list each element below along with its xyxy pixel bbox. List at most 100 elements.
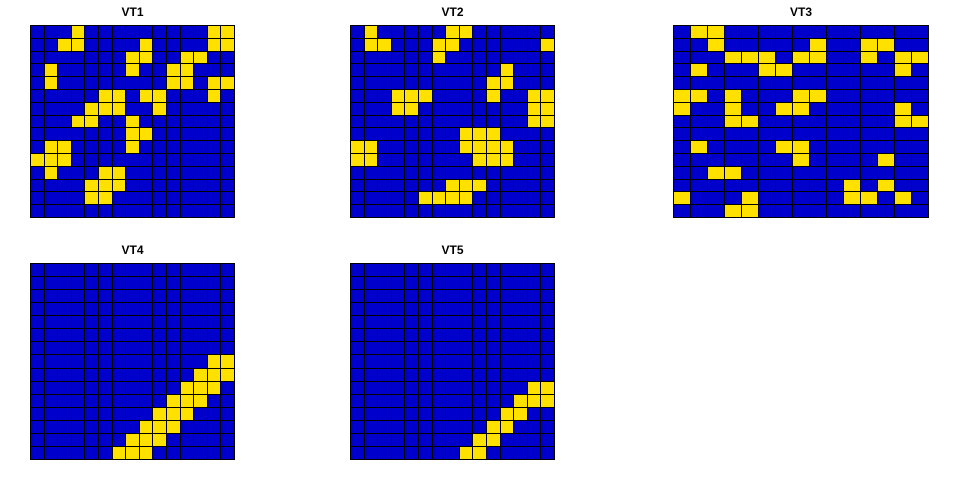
grid-cell [912,26,928,38]
grid-cell [180,26,194,38]
grid-cell [527,77,541,89]
grid-cell [405,179,418,192]
grid-cell [194,154,207,166]
grid-cell [71,407,85,420]
grid-cell [58,115,71,128]
grid-cell [776,26,792,38]
grid-cell [541,368,554,381]
grid-cell [419,166,432,179]
grid-cell [391,329,405,342]
grid-cell [432,64,446,77]
grid-cell [58,38,71,51]
grid-cell [364,316,378,329]
grid-cell [514,368,527,381]
grid-cell [167,166,180,179]
grid-cell [895,128,911,141]
grid-cell [810,192,826,205]
grid-cell [85,90,98,102]
grid-cell [810,90,826,102]
grid-cell [207,394,221,407]
grid-cell [514,166,527,179]
grid-cell [194,128,207,141]
grid-cell [31,446,44,459]
grid-cell [364,154,378,166]
grid-cell [541,51,554,64]
grid-cell [459,128,473,141]
grid-cell [112,205,126,217]
grid-cell [194,381,207,394]
grid-cell [44,407,58,420]
grid-cell [180,192,194,205]
grid-cell [126,51,139,64]
grid-cell [861,166,877,179]
grid-cell [473,264,486,277]
grid-cell [378,316,391,329]
grid-cell [446,368,459,381]
grid-cell [99,407,112,420]
grid-cell [364,446,378,459]
grid-cell [446,316,459,329]
grid-cell [405,141,418,153]
grid-cell [194,166,207,179]
grid-cell [194,277,207,290]
grid-cell [126,115,139,128]
grid-cell [180,115,194,128]
grid-cell [861,115,877,128]
grid-cell [708,192,724,205]
grid-cell [112,407,126,420]
grid-cell [541,77,554,89]
grid-cell [126,205,139,217]
grid-cell [153,355,166,368]
grid-cell [364,166,378,179]
grid-cell [391,316,405,329]
grid-cell [861,51,877,64]
grid-cell [459,102,473,115]
grid-cell [126,64,139,77]
grid-cell [691,166,707,179]
grid-cell [432,179,446,192]
grid-cell [527,381,541,394]
grid-cell [878,141,894,153]
grid-cell [514,446,527,459]
grid-cell [378,141,391,153]
grid-cell [31,64,44,77]
grid-cell [44,192,58,205]
grid-cell [99,77,112,89]
grid-cell [895,166,911,179]
grid-cell [514,102,527,115]
grid-cell [691,115,707,128]
heatmap-vt2 [350,25,555,218]
grid-cell [405,381,418,394]
grid-cell [221,433,234,446]
grid-cell [99,115,112,128]
grid-cell [527,90,541,102]
grid-cell [541,115,554,128]
grid-cell [514,154,527,166]
grid-cell [126,329,139,342]
grid-cell [58,179,71,192]
grid-cell [541,205,554,217]
grid-cell [221,38,234,51]
grid-cell [776,179,792,192]
grid-cell [895,64,911,77]
grid-cell [459,192,473,205]
grid-cell [112,316,126,329]
grid-cell [793,205,809,217]
grid-cell [391,51,405,64]
grid-cell [71,420,85,433]
grid-cell [126,154,139,166]
grid-cell [912,128,928,141]
grid-cell [71,51,85,64]
grid-cell [180,355,194,368]
grid-cell [153,433,166,446]
grid-cell [759,154,775,166]
grid-cell [527,166,541,179]
grid-cell [878,166,894,179]
grid-cell [674,51,690,64]
grid-cell [419,26,432,38]
grid-cell [207,154,221,166]
grid-cell [759,166,775,179]
grid-cell [691,154,707,166]
grid-cell [364,394,378,407]
grid-cell [44,264,58,277]
